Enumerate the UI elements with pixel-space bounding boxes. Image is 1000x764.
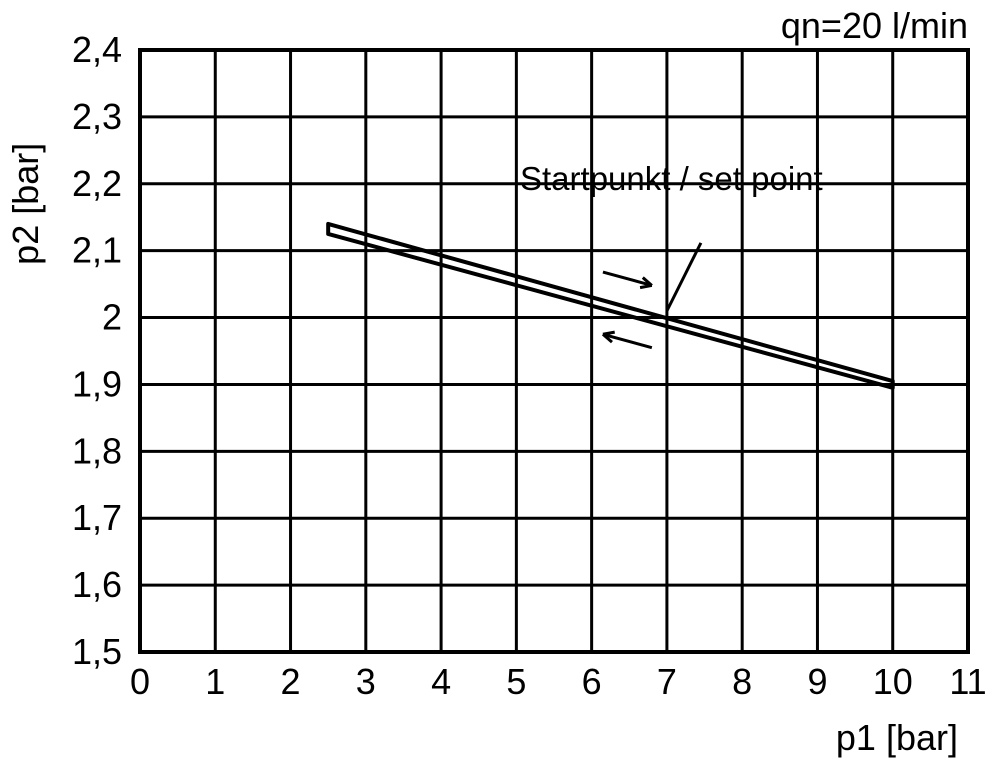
x-tick-label: 9 <box>807 661 827 702</box>
x-tick-label: 0 <box>130 661 150 702</box>
x-tick-label: 11 <box>949 661 986 702</box>
x-tick-label: 2 <box>281 661 301 702</box>
y-tick-label: 2,3 <box>72 96 122 137</box>
top-right-annotation: qn=20 l/min <box>781 5 968 46</box>
x-tick-label: 1 <box>205 661 225 702</box>
x-tick-label: 5 <box>506 661 526 702</box>
y-tick-label: 1,6 <box>72 564 122 605</box>
chart-background <box>0 0 1000 764</box>
x-tick-label: 7 <box>657 661 677 702</box>
y-tick-label: 1,8 <box>72 430 122 471</box>
y-tick-label: 2,4 <box>72 29 122 70</box>
y-tick-label: 2 <box>102 297 122 338</box>
x-tick-label: 10 <box>873 661 913 702</box>
y-tick-label: 2,2 <box>72 163 122 204</box>
set-point-label: Startpunkt / set point <box>520 160 823 197</box>
x-tick-label: 3 <box>356 661 376 702</box>
x-axis-label: p1 [bar] <box>836 717 958 758</box>
y-tick-label: 1,7 <box>72 497 122 538</box>
x-tick-label: 6 <box>582 661 602 702</box>
y-tick-label: 1,5 <box>72 631 122 672</box>
x-tick-label: 4 <box>431 661 451 702</box>
x-tick-label: 8 <box>732 661 752 702</box>
y-tick-label: 2,1 <box>72 230 122 271</box>
y-tick-label: 1,9 <box>72 363 122 404</box>
y-axis-label: p2 [bar] <box>5 143 46 265</box>
